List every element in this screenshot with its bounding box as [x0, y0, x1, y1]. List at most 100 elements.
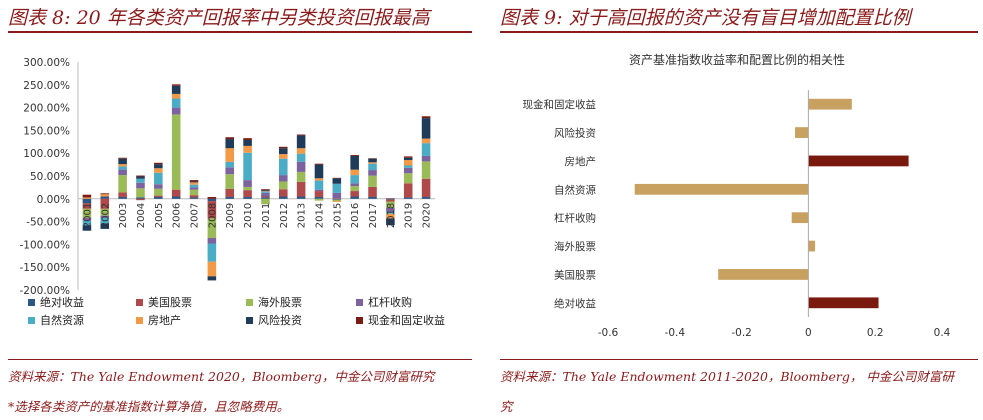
x-tick-label: 2009: [225, 203, 236, 228]
bar-segment: [278, 148, 288, 155]
bar-segment: [386, 198, 395, 199]
bar-segment: [421, 118, 431, 139]
bar-segment: [100, 223, 110, 229]
category-label: 美国股票: [554, 268, 596, 281]
x-tick-label: 2001: [82, 203, 93, 228]
x-tick-label: 0: [805, 327, 812, 339]
bar-segment: [225, 167, 235, 175]
bar-segment: [386, 213, 395, 219]
bar-segment: [314, 164, 324, 179]
bar-segment: [225, 188, 235, 197]
bar-segment: [100, 215, 110, 218]
bar-segment: [154, 164, 163, 169]
bar-segment: [421, 155, 431, 162]
bar-segment: [154, 184, 163, 189]
bar-segment: [278, 158, 288, 176]
bar-segment: [100, 217, 110, 224]
bar-segment: [403, 183, 413, 198]
bar-segment: [118, 158, 127, 165]
bar-segment: [207, 201, 217, 219]
bar-segment: [207, 243, 217, 262]
bar-segment: [82, 220, 92, 226]
bar-segment: [278, 175, 288, 182]
category-label: 风险投资: [554, 127, 596, 140]
left-chart-title: 图表 8: 20 年各类资产回报率中另类投资回报最高: [8, 7, 430, 29]
correlation-bar: [795, 127, 809, 138]
x-tick-label: 2020: [422, 203, 433, 228]
bar-segment: [189, 189, 199, 196]
bar-segment: [100, 193, 110, 195]
bar-segment: [332, 201, 342, 202]
x-tick-label: 2011: [261, 203, 272, 228]
bar-segment: [261, 191, 270, 192]
x-tick-label: 2015: [332, 203, 343, 228]
bar-segment: [368, 186, 377, 197]
right-source-note-cont: 究: [500, 399, 513, 414]
bar-segment: [171, 93, 181, 99]
bar-segment: [421, 196, 431, 199]
stacked-bar-chart: -200.00% -150.00% -100.00% -50.00% 0.00% 50.0…: [19, 57, 445, 327]
legend-label: 现金和固定收益: [368, 313, 445, 327]
bar-segment: [350, 155, 359, 156]
legend-swatch: [136, 299, 143, 306]
bar-segment: [403, 173, 413, 184]
bar-segment: [296, 148, 306, 154]
bar-segment: [261, 191, 270, 193]
bar-segment: [278, 154, 288, 159]
bar-segment: [421, 116, 431, 119]
bar-segment: [118, 175, 127, 193]
y-tick-label: 150.00%: [23, 125, 70, 137]
bar-segment: [225, 137, 235, 140]
bar-segment: [243, 138, 252, 140]
legend-swatch: [28, 317, 35, 324]
bar-segment: [332, 198, 342, 199]
bar-segment: [332, 178, 342, 184]
bar-segment: [118, 164, 127, 167]
bar-segment: [421, 178, 431, 197]
bar-segment: [207, 276, 217, 281]
bar-segment: [368, 175, 377, 187]
bar-segment: [314, 189, 324, 192]
bar-segment: [136, 175, 145, 177]
bar-segment: [332, 192, 342, 199]
bar-segment: [386, 218, 395, 226]
bar-segment: [314, 178, 324, 181]
y-tick-label: -50.00%: [26, 217, 70, 229]
x-tick-label: 2006: [172, 203, 183, 228]
legend-label: 绝对收益: [40, 295, 84, 309]
bar-segment: [368, 170, 377, 176]
x-tick-label: -0.2: [731, 327, 752, 339]
category-label: 杠杆收购: [554, 212, 596, 225]
correlation-bar: [808, 240, 816, 252]
bar-segment: [278, 196, 288, 199]
y-tick-label: 250.00%: [23, 80, 70, 92]
right-chart-title: 图表 9: 对于高回报的资产没有盲目增加配置比例: [500, 7, 911, 29]
bar-segment: [403, 165, 413, 168]
bar-segment: [314, 180, 324, 190]
y-tick-label: 200.00%: [23, 103, 70, 115]
x-tick-label: 0.2: [867, 327, 884, 339]
bar-segment: [386, 211, 395, 214]
bar-segment: [100, 208, 110, 216]
bar-segment: [207, 261, 217, 277]
bar-segment: [261, 198, 270, 205]
y-tick-label: 0.00%: [37, 194, 70, 206]
bar-segment: [243, 139, 252, 146]
bar-segment: [386, 199, 395, 202]
bar-segment: [225, 196, 235, 199]
bar-segment: [171, 107, 181, 115]
bar-segment: [154, 196, 163, 199]
bar-segment: [314, 191, 324, 197]
x-tick-label: 2013: [297, 203, 308, 228]
bar-segment: [118, 192, 127, 197]
x-tick-label: 2019: [404, 203, 415, 228]
bar-segment: [386, 207, 395, 212]
x-tick-label: 2016: [350, 203, 361, 228]
correlation-bar: [791, 212, 809, 224]
left-source-note: 资料来源：The Yale Endowment 2020，Bloomberg，中…: [8, 369, 435, 384]
bar-segment: [296, 134, 306, 136]
bar-segment: [154, 188, 163, 196]
legend-label: 杠杆收购: [368, 295, 412, 309]
bar-segment: [350, 183, 359, 187]
bar-segment: [421, 143, 431, 156]
